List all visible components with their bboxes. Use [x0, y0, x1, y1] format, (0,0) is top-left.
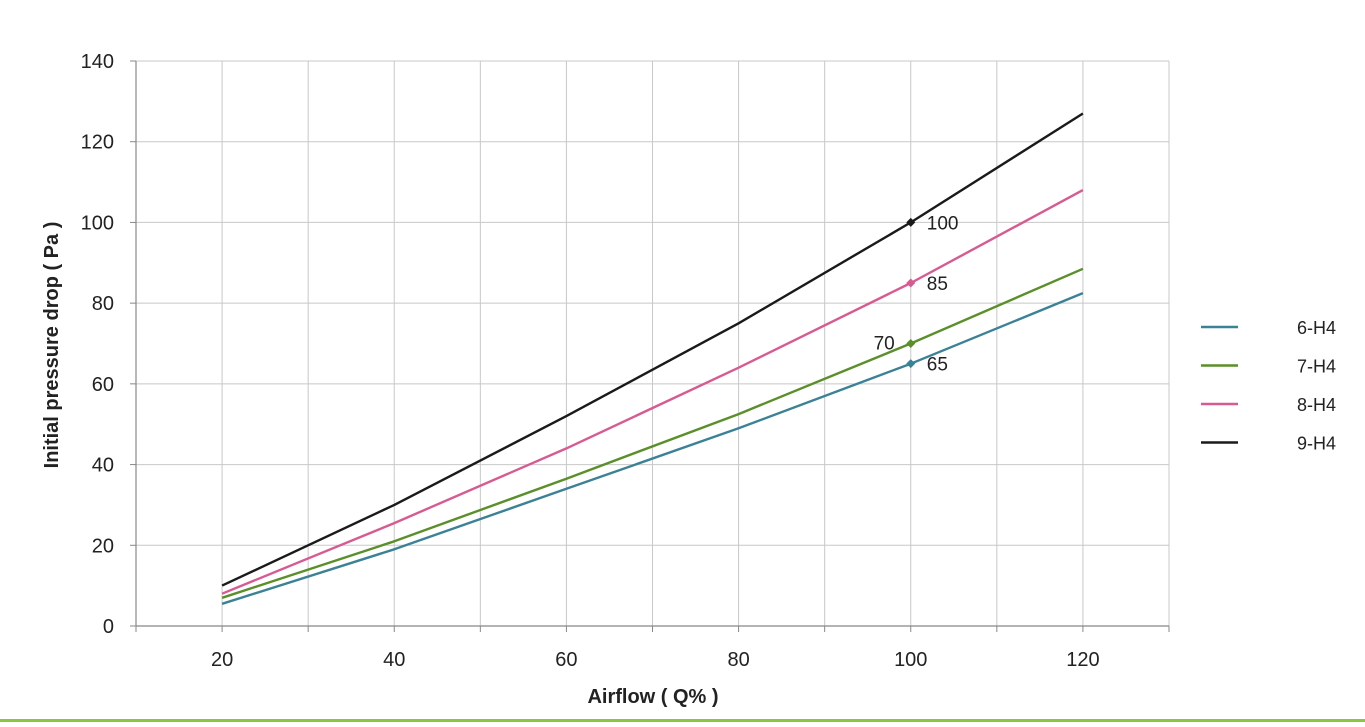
x-tick-label: 40 [383, 649, 405, 671]
data-point-marker [906, 217, 916, 227]
legend-label: 9-H4 [1297, 434, 1336, 454]
data-point-marker [906, 278, 916, 288]
y-tick-label: 60 [92, 374, 114, 396]
x-tick-label: 60 [555, 649, 577, 671]
series-line-7-H4 [221, 267, 1084, 599]
y-axis-title: Initial pressure drop ( Pa ) [41, 222, 63, 469]
x-tick-label: 100 [894, 649, 927, 671]
series-line-8-H4 [221, 189, 1084, 595]
y-tick-label: 40 [92, 455, 114, 477]
data-point-marker [906, 339, 916, 348]
x-tick-label: 120 [1066, 649, 1099, 671]
x-tick-label: 80 [727, 649, 749, 671]
data-point-marker [906, 359, 916, 369]
series-lines [221, 112, 1084, 605]
data-label: 85 [927, 274, 948, 295]
y-tick-label: 120 [81, 132, 114, 154]
axes: 20 40 60 80 100 120 0 20 40 60 80 100 120 140 [81, 51, 1170, 671]
series-line-9-H4 [221, 112, 1084, 587]
y-tick-label: 100 [81, 212, 114, 234]
data-label: 100 [927, 213, 959, 234]
y-tick-label: 20 [92, 535, 114, 557]
legend-label: 6-H4 [1297, 318, 1336, 338]
x-tick-label: 20 [211, 649, 233, 671]
series-line-6-H4 [221, 291, 1084, 605]
grid [136, 60, 1170, 626]
legend-label: 7-H4 [1297, 357, 1336, 377]
legend: 6-H4 7-H4 8-H4 9-H4 [1201, 318, 1336, 454]
x-axis-title: Airflow ( Q% ) [587, 686, 718, 708]
legend-label: 8-H4 [1297, 395, 1336, 415]
y-tick-label: 80 [92, 293, 114, 315]
bottom-divider [0, 719, 1365, 722]
data-label: 65 [927, 355, 948, 376]
y-tick-label: 0 [103, 616, 114, 638]
data-labels: 65 70 85 100 [874, 213, 959, 375]
y-tick-label: 140 [81, 51, 114, 73]
data-label: 70 [874, 334, 895, 355]
